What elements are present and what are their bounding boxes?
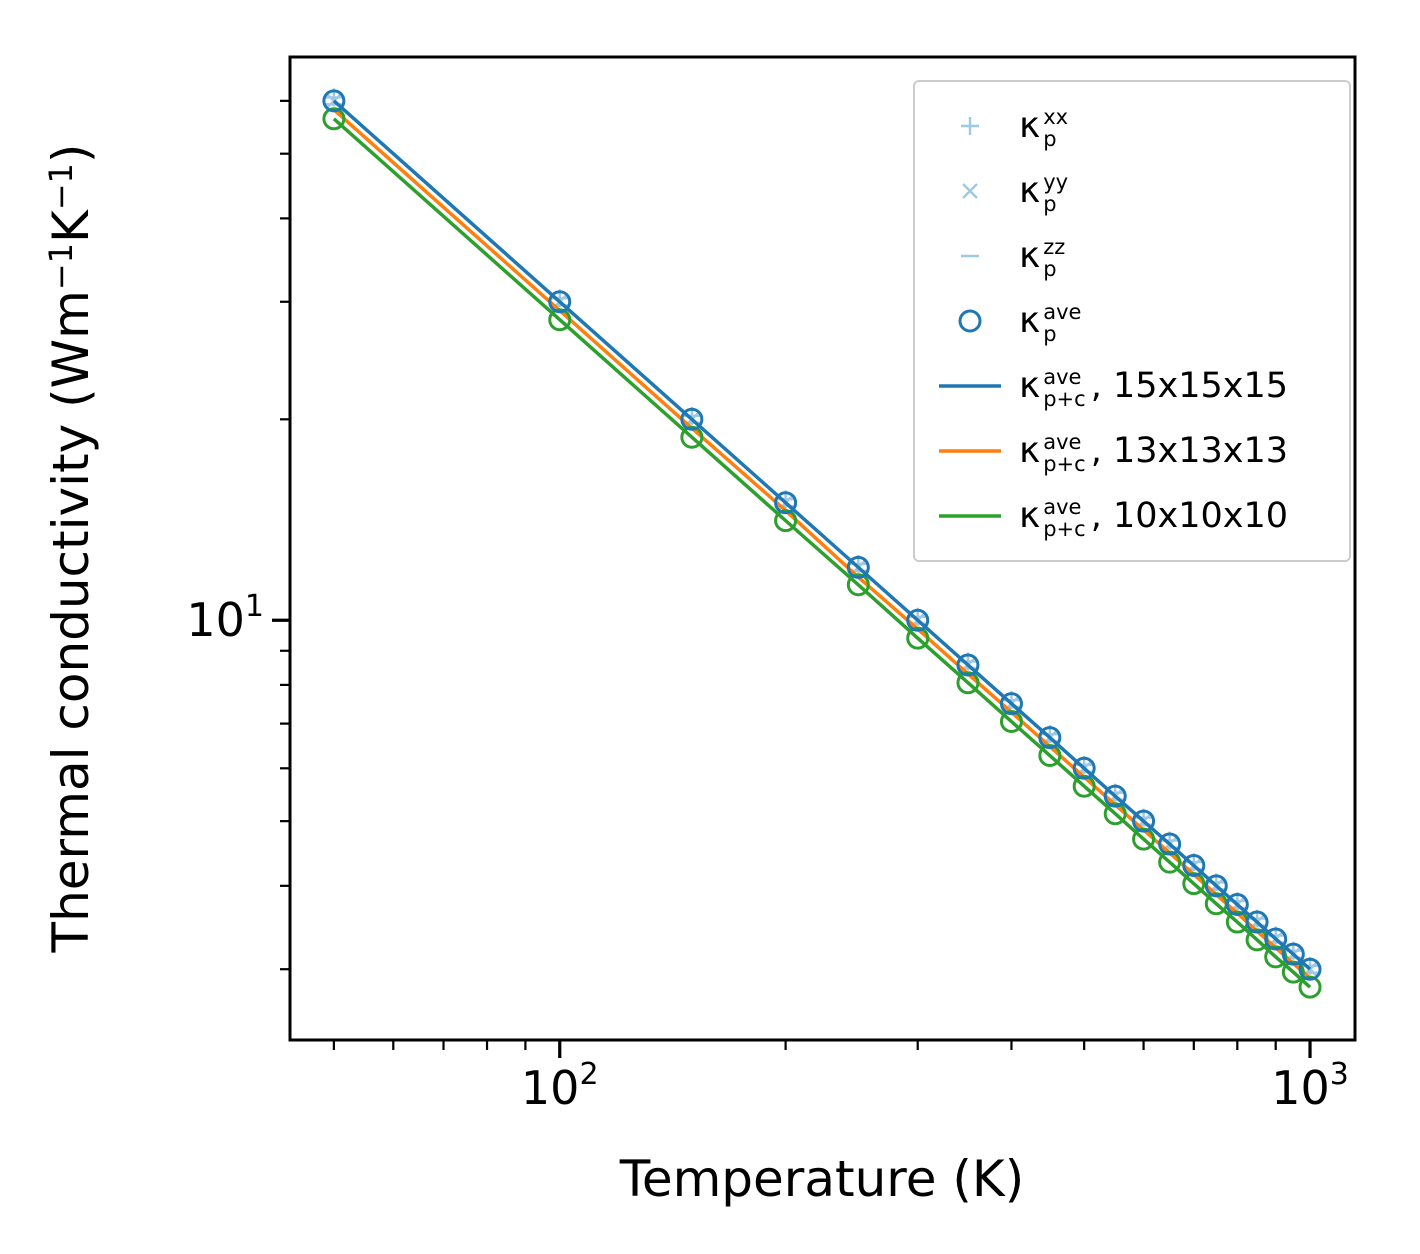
legend-entry-kp-zz: κ zz p — [933, 226, 1331, 286]
legend-label-kp-yy: κ yy p — [1019, 169, 1069, 216]
legend-entry-kpc-10: κ ave p+c, 10x10x10 — [933, 486, 1331, 546]
legend-entry-kp-ave: κ ave p — [933, 291, 1331, 351]
plot-frame — [288, 55, 1357, 1042]
series-kpc-10-line — [332, 117, 1312, 989]
tick-labels: 102 103 101 — [186, 589, 1348, 1115]
legend-entry-kpc-13: κ ave p+c, 13x13x13 — [933, 421, 1331, 481]
legend-marker-kpc-15 — [933, 364, 1007, 408]
legend-marker-kpc-10 — [933, 494, 1007, 538]
legend-label-kpc-15: κ ave p+c, 15x15x15 — [1019, 364, 1288, 411]
legend-label-kp-xx: κ xx p — [1019, 104, 1069, 151]
legend-entry-kpc-15: κ ave p+c, 15x15x15 — [933, 356, 1331, 416]
y-axis-label: Thermal conductivity (Wm−1K−1) — [42, 144, 100, 954]
legend-marker-kp-xx — [933, 104, 1007, 148]
x-tick-label: 103 — [1271, 1057, 1349, 1115]
legend-entry-kp-xx: κ xx p — [933, 96, 1331, 156]
x-axis-label: Temperature (K) — [619, 1150, 1024, 1208]
legend: κ xx p κ yy p κ zz p κ ave p κ ave p+c, 15x15x15 κ ave p+… — [913, 80, 1351, 562]
plot-series — [322, 88, 1322, 999]
x-tick-label: 102 — [521, 1057, 599, 1115]
series-kp-ave-markers — [322, 89, 1322, 981]
axis-ticks — [272, 99, 1312, 1058]
legend-marker-kp-zz — [933, 234, 1007, 278]
legend-marker-kp-yy — [933, 169, 1007, 213]
legend-entry-kp-yy: κ yy p — [933, 161, 1331, 221]
legend-label-kp-zz: κ zz p — [1019, 234, 1066, 281]
legend-marker-kp-ave — [933, 299, 1007, 343]
legend-label-kpc-10: κ ave p+c, 10x10x10 — [1019, 494, 1288, 541]
legend-label-kp-ave: κ ave p — [1019, 299, 1082, 346]
legend-label-kpc-13: κ ave p+c, 13x13x13 — [1019, 429, 1288, 476]
series-kpc-15-line — [332, 99, 1312, 971]
y-tick-label: 101 — [186, 589, 264, 647]
legend-marker-kpc-13 — [933, 429, 1007, 473]
series-kpc-10-markers — [322, 107, 1322, 999]
series-kpc-13-line — [332, 108, 1312, 980]
